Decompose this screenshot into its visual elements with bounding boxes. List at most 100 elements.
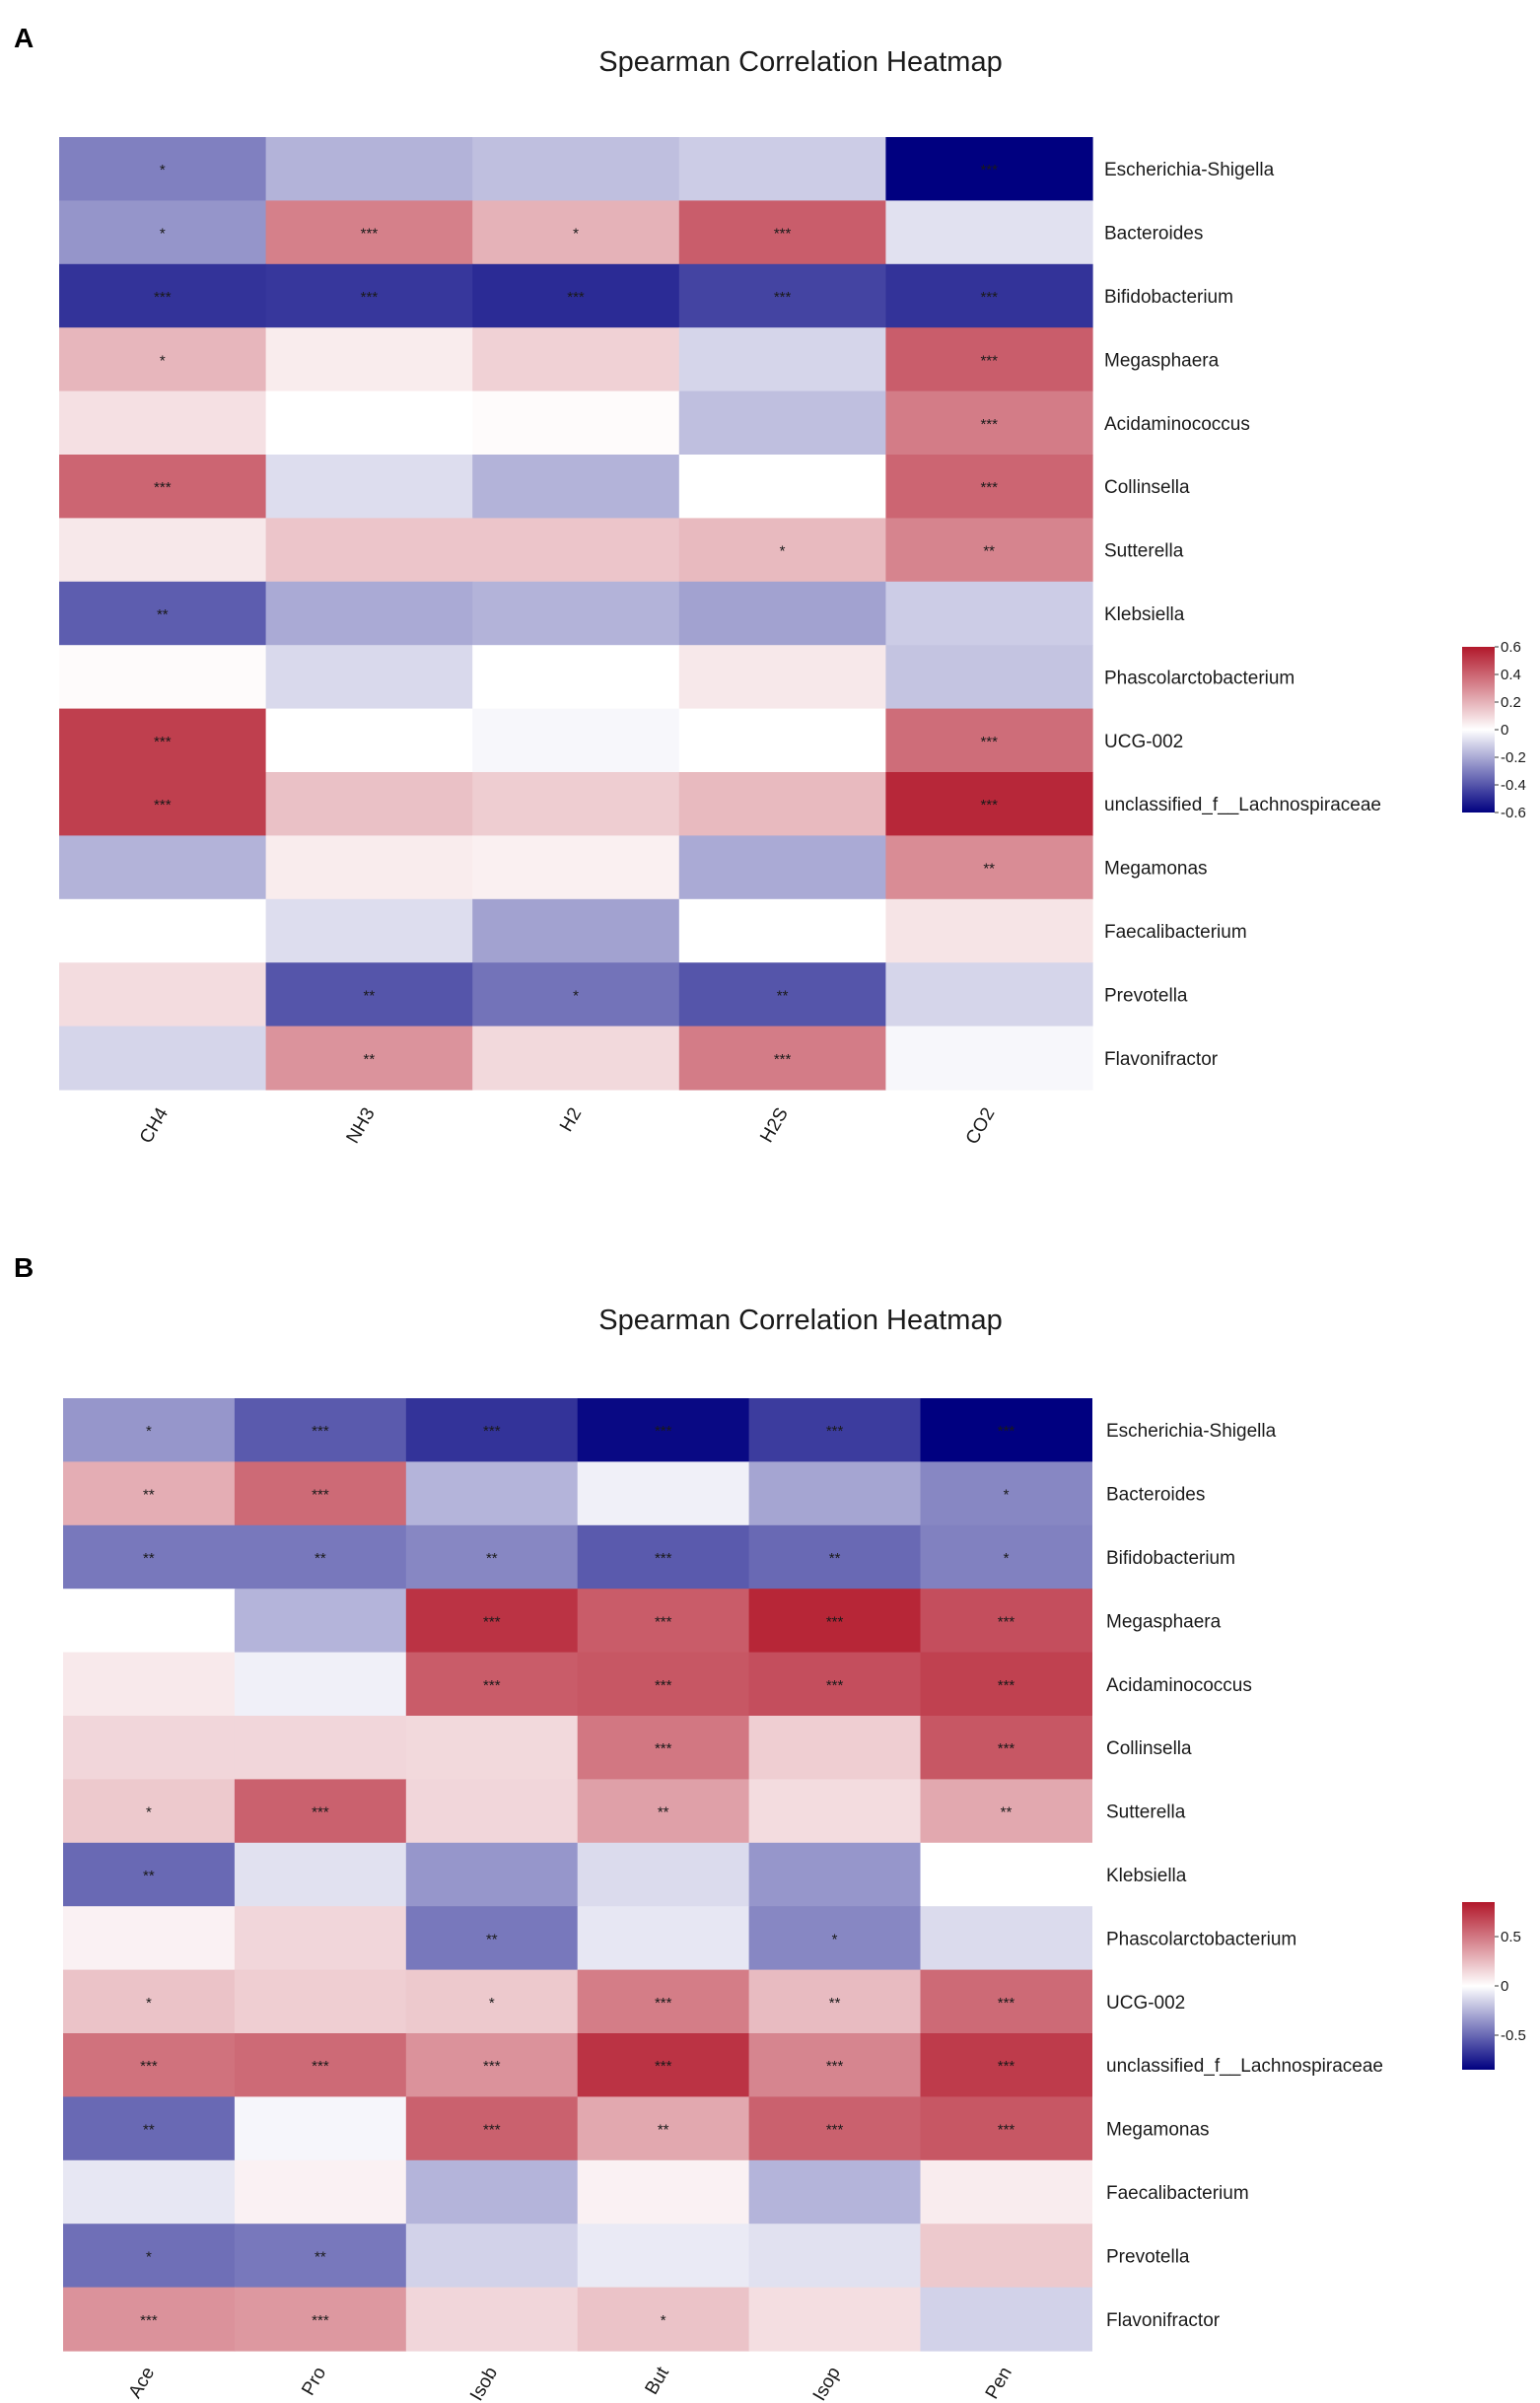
heatmap-cell (405, 2224, 579, 2289)
heatmap-cell (265, 898, 473, 963)
heatmap-cell (920, 1589, 1092, 1654)
heatmap-cell (265, 518, 473, 583)
heatmap-cell (63, 2224, 236, 2289)
significance-mark: ** (143, 1487, 155, 1504)
heatmap-cell (678, 1025, 886, 1091)
significance-mark: * (1004, 1487, 1010, 1504)
colorbar-tick-label: 0.5 (1501, 1929, 1521, 1945)
row-label: Prevotella (1106, 2246, 1190, 2267)
heatmap-cell (577, 2033, 750, 2097)
heatmap-cell (265, 137, 473, 201)
heatmap-cell (678, 518, 886, 583)
significance-mark: *** (998, 1423, 1015, 1440)
row-label: Bifidobacterium (1104, 287, 1233, 308)
significance-mark: *** (312, 1423, 329, 1440)
heatmap-cell (234, 1716, 407, 1780)
heatmap-cell (472, 137, 680, 201)
heatmap-cell (885, 835, 1093, 900)
row-label: Prevotella (1104, 985, 1188, 1006)
heatmap-cell (920, 1716, 1092, 1780)
significance-mark: * (1004, 1550, 1010, 1567)
significance-mark: *** (774, 226, 792, 243)
heatmap-cell (678, 581, 886, 646)
heatmap-cell (405, 1652, 579, 1717)
heatmap-cell (577, 2224, 750, 2289)
significance-mark: *** (826, 1423, 844, 1440)
heatmap-cell (920, 1969, 1092, 2034)
heatmap-cell (472, 645, 680, 710)
heatmap-cell (59, 200, 267, 265)
heatmap-cell (678, 898, 886, 963)
heatmap-cell (748, 1589, 922, 1654)
significance-mark: * (780, 543, 786, 560)
heatmap-cell (405, 2033, 579, 2097)
heatmap-cell (63, 1524, 236, 1590)
heatmap-cell (920, 1779, 1092, 1844)
significance-mark: *** (483, 2058, 501, 2075)
panel-a-heatmap: * *** Escherichia-Shigella* *** * *** Bacteroi… (59, 137, 1526, 1148)
heatmap-cell (234, 2287, 407, 2352)
column-label: Isob (466, 2364, 502, 2403)
significance-mark: *** (826, 2058, 844, 2075)
heatmap-cell (678, 962, 886, 1027)
column-label: NH3 (343, 1104, 380, 1147)
heatmap-cell (748, 2096, 922, 2161)
heatmap-cell (920, 2096, 1092, 2161)
colorbar-tick-label: -0.4 (1501, 777, 1526, 794)
heatmap-cell (885, 708, 1093, 773)
heatmap-cell (265, 645, 473, 710)
heatmap-cell (472, 390, 680, 456)
heatmap-cell (265, 581, 473, 646)
heatmap-cell (472, 455, 680, 519)
heatmap-cell (748, 1398, 922, 1462)
significance-mark: ** (658, 2122, 669, 2139)
row-label: Sutterella (1106, 1802, 1186, 1823)
row-label: Megamonas (1104, 859, 1208, 880)
significance-mark: *** (312, 2312, 329, 2329)
significance-mark: ** (486, 1550, 498, 1567)
heatmap-cell (678, 708, 886, 773)
heatmap-cell (885, 455, 1093, 519)
heatmap-cell (234, 1842, 407, 1907)
heatmap-cell (234, 1461, 407, 1526)
column-label: H2S (756, 1104, 793, 1147)
heatmap-cell (59, 581, 267, 646)
significance-mark: * (146, 1995, 152, 2012)
heatmap-cell (63, 1969, 236, 2034)
heatmap-cell (885, 327, 1093, 392)
significance-mark: *** (312, 1804, 329, 1821)
significance-mark: ** (658, 1804, 669, 1821)
heatmap-cell (885, 518, 1093, 583)
significance-mark: *** (483, 1613, 501, 1630)
heatmap-cell (472, 200, 680, 265)
heatmap-cell (748, 1842, 922, 1907)
heatmap-cell (405, 1906, 579, 1971)
significance-mark: * (661, 2312, 666, 2329)
row-label: Collinsella (1106, 1738, 1192, 1759)
significance-mark: ** (829, 1550, 841, 1567)
significance-mark: * (573, 226, 579, 243)
heatmap-cell (59, 137, 267, 201)
heatmap-cell (678, 772, 886, 836)
heatmap-cell (678, 645, 886, 710)
heatmap-cell (63, 1589, 236, 1654)
heatmap-cell (577, 1969, 750, 2034)
heatmap-cell (472, 263, 680, 328)
heatmap-cell (265, 390, 473, 456)
heatmap-cell (234, 1398, 407, 1462)
significance-mark: *** (483, 1423, 501, 1440)
significance-mark: * (146, 1423, 152, 1440)
heatmap-cell (59, 327, 267, 392)
heatmap-cell (920, 2033, 1092, 2097)
heatmap-cell (405, 1524, 579, 1590)
heatmap-cell (63, 1779, 236, 1844)
heatmap-cell (265, 962, 473, 1027)
panel-b-letter: B (14, 1252, 34, 1283)
significance-mark: ** (1001, 1804, 1013, 1821)
heatmap-cell (920, 1524, 1092, 1590)
significance-mark: * (146, 2248, 152, 2265)
significance-mark: *** (154, 797, 172, 813)
significance-mark: *** (312, 1487, 329, 1504)
row-label: Collinsella (1104, 477, 1190, 498)
